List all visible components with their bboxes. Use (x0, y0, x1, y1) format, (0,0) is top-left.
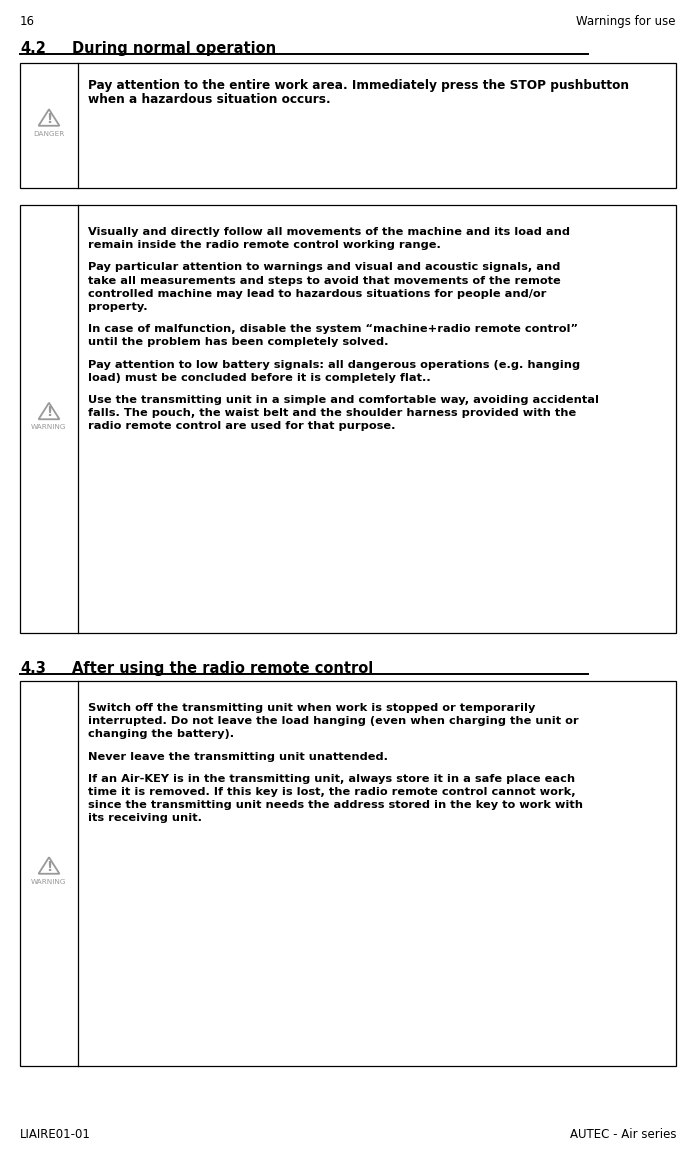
Text: controlled machine may lead to hazardous situations for people and/or: controlled machine may lead to hazardous… (88, 288, 546, 299)
Bar (20, 63, 676, 188)
Text: !: ! (46, 405, 52, 419)
Text: take all measurements and steps to avoid that movements of the remote: take all measurements and steps to avoid… (88, 276, 561, 286)
Text: DANGER: DANGER (33, 130, 65, 137)
Text: LIAIRE01-01: LIAIRE01-01 (20, 1128, 91, 1141)
Text: Warnings for use: Warnings for use (576, 15, 676, 28)
Bar (20, 682, 676, 1066)
Text: 4.3: 4.3 (20, 661, 46, 676)
Text: time it is removed. If this key is lost, the radio remote control cannot work,: time it is removed. If this key is lost,… (88, 787, 576, 797)
Text: Use the transmitting unit in a simple and comfortable way, avoiding accidental: Use the transmitting unit in a simple an… (88, 395, 599, 405)
Text: Switch off the transmitting unit when work is stopped or temporarily: Switch off the transmitting unit when wo… (88, 702, 535, 713)
Text: when a hazardous situation occurs.: when a hazardous situation occurs. (88, 93, 331, 106)
Text: falls. The pouch, the waist belt and the shoulder harness provided with the: falls. The pouch, the waist belt and the… (88, 408, 576, 419)
Text: its receiving unit.: its receiving unit. (88, 813, 202, 823)
Text: In case of malfunction, disable the system “machine+radio remote control”: In case of malfunction, disable the syst… (88, 324, 578, 334)
Text: radio remote control are used for that purpose.: radio remote control are used for that p… (88, 421, 395, 431)
Text: 4.2: 4.2 (20, 41, 46, 56)
Text: Pay particular attention to warnings and visual and acoustic signals, and: Pay particular attention to warnings and… (88, 263, 560, 272)
Text: Visually and directly follow all movements of the machine and its load and: Visually and directly follow all movemen… (88, 227, 570, 237)
Text: interrupted. Do not leave the load hanging (even when charging the unit or: interrupted. Do not leave the load hangi… (88, 716, 578, 726)
Text: !: ! (46, 112, 52, 126)
Text: until the problem has been completely solved.: until the problem has been completely so… (88, 337, 388, 348)
Text: load) must be concluded before it is completely flat..: load) must be concluded before it is com… (88, 373, 431, 383)
Bar (20, 205, 676, 633)
Text: If an Air-KEY is in the transmitting unit, always store it in a safe place each: If an Air-KEY is in the transmitting uni… (88, 773, 575, 784)
Text: After using the radio remote control: After using the radio remote control (72, 661, 373, 676)
Text: 16: 16 (20, 15, 35, 28)
Text: !: ! (46, 859, 52, 873)
Text: WARNING: WARNING (31, 879, 67, 885)
Text: Never leave the transmitting unit unattended.: Never leave the transmitting unit unatte… (88, 751, 388, 762)
Text: AUTEC - Air series: AUTEC - Air series (569, 1128, 676, 1141)
Text: changing the battery).: changing the battery). (88, 729, 234, 740)
Text: property.: property. (88, 302, 148, 312)
Text: WARNING: WARNING (31, 424, 67, 430)
Text: remain inside the radio remote control working range.: remain inside the radio remote control w… (88, 241, 441, 250)
Text: During normal operation: During normal operation (72, 41, 276, 56)
Text: Pay attention to the entire work area. Immediately press the STOP pushbutton: Pay attention to the entire work area. I… (88, 79, 629, 92)
Text: since the transmitting unit needs the address stored in the key to work with: since the transmitting unit needs the ad… (88, 800, 583, 811)
Text: Pay attention to low battery signals: all dangerous operations (e.g. hanging: Pay attention to low battery signals: al… (88, 359, 580, 370)
